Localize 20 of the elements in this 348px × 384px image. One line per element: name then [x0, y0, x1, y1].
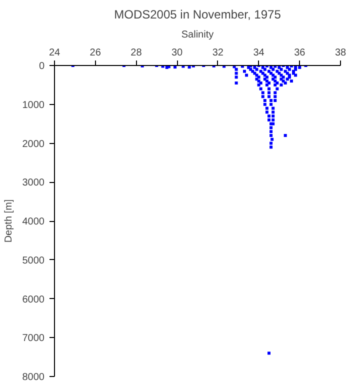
y-tick-label: 7000 — [22, 333, 45, 344]
x-tick-label: 30 — [172, 48, 184, 58]
x-tick-label: 38 — [334, 48, 346, 58]
y-tick-label: 5000 — [22, 255, 45, 266]
y-tick-label: 4000 — [22, 216, 45, 228]
y-tick-label: 8000 — [22, 372, 45, 383]
y-tick-label: 2000 — [22, 138, 45, 150]
x-tick-label: 36 — [294, 48, 306, 58]
chart-title: MODS2005 in November, 1975 — [114, 8, 282, 22]
x-tick-label: 24 — [48, 48, 60, 58]
y-tick-label: 1000 — [22, 100, 45, 111]
y-tick-label: 0 — [38, 61, 45, 72]
x-tick-label: 34 — [253, 48, 265, 58]
x-tick-label: 28 — [130, 48, 142, 58]
x-tick-label: 26 — [90, 48, 102, 58]
x-tick-label: 32 — [212, 48, 224, 58]
y-axis-title: Depth [m] — [3, 199, 14, 243]
y-tick-label: 6000 — [22, 294, 45, 306]
y-tick-label: 3000 — [22, 178, 45, 189]
x-axis-title: Salinity — [181, 30, 214, 40]
